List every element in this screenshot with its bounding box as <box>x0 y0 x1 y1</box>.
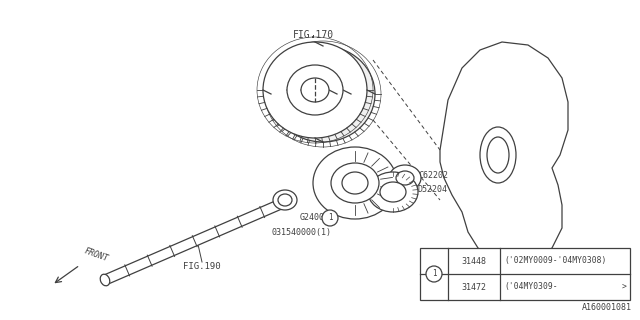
Ellipse shape <box>295 69 351 119</box>
Ellipse shape <box>480 127 516 183</box>
Text: D52204: D52204 <box>418 186 448 195</box>
Ellipse shape <box>271 46 375 142</box>
Text: G24006: G24006 <box>300 213 330 222</box>
Ellipse shape <box>263 42 367 138</box>
Text: 1: 1 <box>432 269 436 278</box>
Text: C62202: C62202 <box>418 171 448 180</box>
Text: 31472: 31472 <box>461 283 486 292</box>
Text: FRONT: FRONT <box>83 246 109 263</box>
Text: 1: 1 <box>328 213 332 222</box>
Text: A160001081: A160001081 <box>582 303 632 312</box>
Text: 31448: 31448 <box>461 257 486 266</box>
Ellipse shape <box>309 82 337 106</box>
Polygon shape <box>103 196 292 284</box>
Ellipse shape <box>342 172 368 194</box>
Ellipse shape <box>331 163 379 203</box>
Ellipse shape <box>396 171 414 185</box>
Text: 031540000(1): 031540000(1) <box>272 228 332 237</box>
Ellipse shape <box>301 78 329 102</box>
Ellipse shape <box>487 137 509 173</box>
Ellipse shape <box>278 194 292 206</box>
Ellipse shape <box>100 274 110 286</box>
Text: ('02MY0009-'04MY0308): ('02MY0009-'04MY0308) <box>504 257 606 266</box>
Bar <box>420 248 630 300</box>
Text: FIG.170: FIG.170 <box>292 30 333 40</box>
Ellipse shape <box>313 147 397 219</box>
Ellipse shape <box>389 165 421 191</box>
Circle shape <box>426 266 442 282</box>
Circle shape <box>322 210 338 226</box>
Polygon shape <box>440 42 568 265</box>
Ellipse shape <box>368 172 418 212</box>
Text: FIG.190: FIG.190 <box>183 262 221 271</box>
Ellipse shape <box>273 190 297 210</box>
Ellipse shape <box>287 65 343 115</box>
Text: ('04MY0309-: ('04MY0309- <box>504 283 557 292</box>
Ellipse shape <box>380 182 406 202</box>
Text: >: > <box>621 283 626 292</box>
